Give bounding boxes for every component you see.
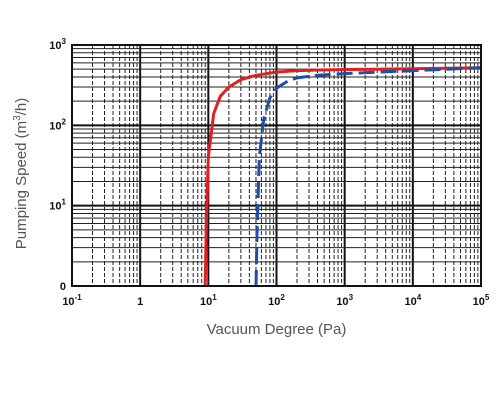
grid	[71, 44, 482, 287]
series-layer	[203, 66, 482, 287]
y-axis-title-main: Pumping Speed (m	[13, 121, 30, 249]
y-axis-title-tail: /h)	[13, 98, 30, 116]
tick-labels: 10-1 1 101 102 103 104 105 0 101 102 103	[49, 37, 490, 308]
y-axis-title-sup: 3	[12, 115, 23, 121]
plot-frame	[71, 44, 482, 287]
y-tick-label: 103	[49, 37, 66, 52]
x-tick-label: 102	[268, 293, 285, 308]
y-tick-label: 0	[60, 281, 66, 293]
x-tick-label: 101	[200, 293, 217, 308]
y-tick-label: 101	[49, 198, 66, 213]
x-axis-title: Vacuum Degree (Pa)	[207, 321, 347, 338]
x-tick-label: 105	[473, 293, 490, 308]
y-tick-label: 102	[49, 117, 66, 132]
x-tick-label: 104	[404, 293, 421, 308]
x-tick-label: 1	[137, 296, 143, 308]
series-line-1	[203, 66, 482, 287]
x-tick-label: 103	[336, 293, 353, 308]
y-axis-title: Pumping Speed (m3/h)	[12, 98, 30, 249]
x-tick-label: 10-1	[62, 293, 82, 308]
series-line-2	[254, 66, 482, 287]
